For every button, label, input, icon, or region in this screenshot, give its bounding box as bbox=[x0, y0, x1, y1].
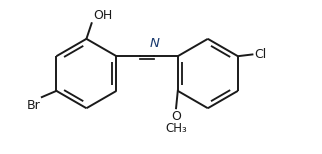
Text: O: O bbox=[171, 110, 181, 123]
Text: OH: OH bbox=[93, 8, 113, 22]
Text: Cl: Cl bbox=[254, 48, 266, 61]
Text: CH₃: CH₃ bbox=[165, 122, 187, 135]
Text: N: N bbox=[149, 37, 159, 50]
Text: Br: Br bbox=[26, 99, 40, 112]
